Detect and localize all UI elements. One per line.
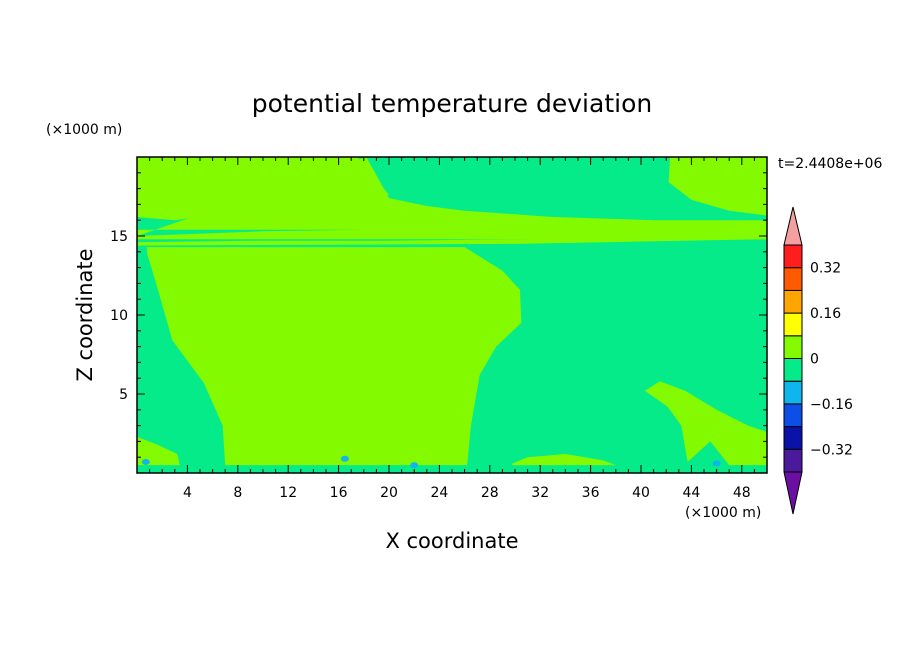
x-tick-label: 40 [632,485,650,501]
colorbar-label: 0.16 [810,306,841,322]
x-axis-label: X coordinate [385,529,518,553]
x-tick-label: 16 [330,485,348,501]
negative-spot [141,458,150,465]
colorbar-segment [783,448,803,473]
colorbar-over-triangle [783,206,803,246]
colorbar-segment [783,244,803,269]
plot-area [136,156,768,474]
x-tick-label: 24 [430,485,448,501]
thin-positive-band [137,236,767,246]
x-tick-label: 12 [279,485,297,501]
x-tick-label: 28 [481,485,499,501]
colorbar-segment [783,380,803,405]
negative-spot [712,460,721,467]
bottom-mid-positive-region [512,454,616,466]
x-tick-label: 8 [233,485,242,501]
x-tick-label: 44 [682,485,700,501]
colorbar-segment [783,289,803,314]
chart-title: potential temperature deviation [252,89,652,118]
x-tick-label: 36 [582,485,600,501]
colorbar: 0.32 0.16 0 −0.16 −0.32 [783,206,853,515]
y-tick-label: 15 [110,229,128,245]
colorbar-label: 0.32 [810,261,841,277]
colorbar-segment [783,358,803,382]
y-axis-label: Z coordinate [73,248,97,381]
colorbar-segment [783,403,803,428]
center-positive-region [147,247,522,466]
colorbar-segment [783,335,803,359]
x-tick-label: 20 [380,485,398,501]
bottom-left-positive-region [137,436,180,466]
colorbar-segment [783,426,803,450]
colorbar-segment [783,267,803,291]
y-tick-label: 5 [119,387,128,403]
x-tick-label: 48 [733,485,751,501]
colorbar-label: −0.16 [810,397,853,413]
upper-middle-positive-region [137,157,767,240]
y-unit-label: (×1000 m) [46,122,122,138]
upper-right-positive-region [668,157,767,216]
negative-spot [340,455,349,462]
x-tick-label: 32 [531,485,549,501]
x-tick-label: 4 [183,485,192,501]
negative-spot [410,462,419,469]
colorbar-label: −0.32 [810,442,853,458]
y-tick-label: 10 [110,308,128,324]
colorbar-under-triangle [783,471,803,515]
right-positive-region [644,381,767,466]
colorbar-segment [783,312,803,337]
time-label: t=2.4408e+06 [778,156,882,172]
colorbar-label: 0 [810,352,819,368]
x-unit-label: (×1000 m) [685,505,761,521]
